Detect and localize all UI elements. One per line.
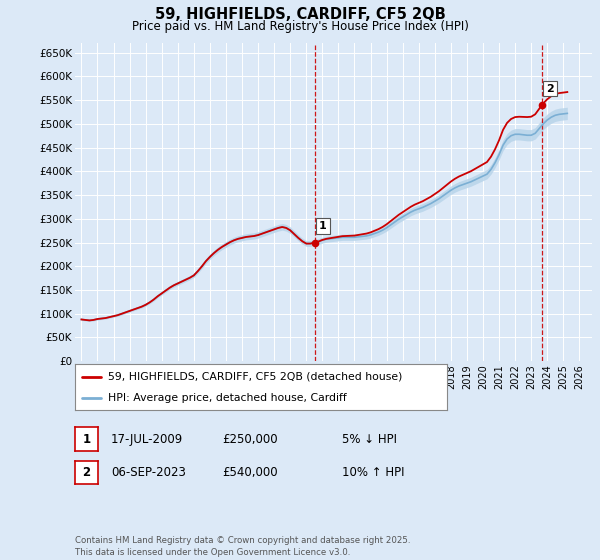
Text: 06-SEP-2023: 06-SEP-2023 — [111, 466, 186, 479]
Text: 59, HIGHFIELDS, CARDIFF, CF5 2QB: 59, HIGHFIELDS, CARDIFF, CF5 2QB — [155, 7, 445, 22]
Text: 5% ↓ HPI: 5% ↓ HPI — [342, 432, 397, 446]
Text: Price paid vs. HM Land Registry's House Price Index (HPI): Price paid vs. HM Land Registry's House … — [131, 20, 469, 33]
Text: 10% ↑ HPI: 10% ↑ HPI — [342, 466, 404, 479]
Text: £250,000: £250,000 — [222, 432, 278, 446]
Text: Contains HM Land Registry data © Crown copyright and database right 2025.
This d: Contains HM Land Registry data © Crown c… — [75, 536, 410, 557]
Text: £540,000: £540,000 — [222, 466, 278, 479]
Text: 17-JUL-2009: 17-JUL-2009 — [111, 432, 183, 446]
Text: 1: 1 — [319, 221, 327, 231]
Text: 59, HIGHFIELDS, CARDIFF, CF5 2QB (detached house): 59, HIGHFIELDS, CARDIFF, CF5 2QB (detach… — [109, 372, 403, 382]
Text: 2: 2 — [546, 83, 554, 94]
Text: 1: 1 — [82, 432, 91, 446]
Text: HPI: Average price, detached house, Cardiff: HPI: Average price, detached house, Card… — [109, 394, 347, 403]
Text: 2: 2 — [82, 466, 91, 479]
